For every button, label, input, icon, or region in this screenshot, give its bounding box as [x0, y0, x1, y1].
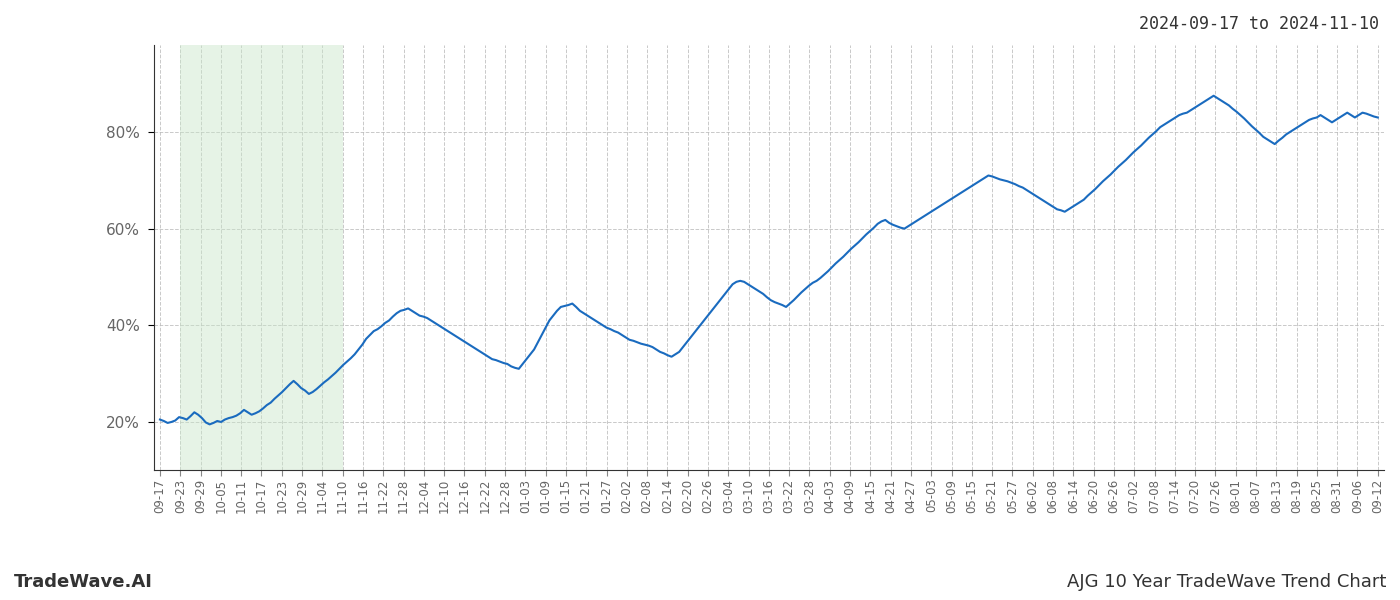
Text: TradeWave.AI: TradeWave.AI	[14, 573, 153, 591]
Bar	[181, 45, 343, 470]
Text: 2024-09-17 to 2024-11-10: 2024-09-17 to 2024-11-10	[1140, 15, 1379, 33]
Text: AJG 10 Year TradeWave Trend Chart: AJG 10 Year TradeWave Trend Chart	[1067, 573, 1386, 591]
